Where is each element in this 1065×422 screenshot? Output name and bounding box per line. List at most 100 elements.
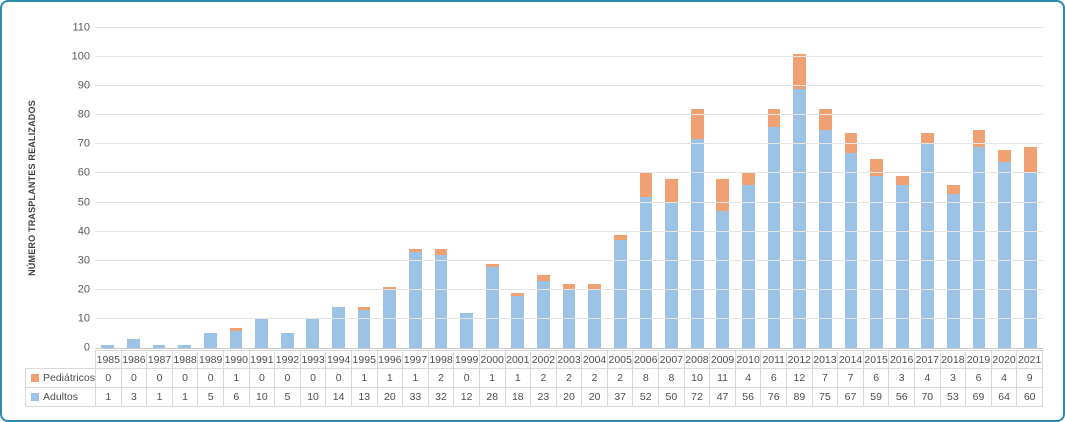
- year-label: 2005: [606, 350, 634, 369]
- bar-segment-adultos: [357, 310, 371, 348]
- table-cell: 3: [888, 368, 915, 388]
- year-label: 1995: [350, 350, 378, 369]
- year-label: 2015: [862, 350, 890, 369]
- bar-segment-pediatricos: [716, 179, 730, 212]
- bar-segment-pediatricos: [844, 132, 858, 154]
- year-label: 1989: [197, 350, 224, 369]
- table-cell: 4: [734, 368, 762, 388]
- y-tick-label: 70: [77, 137, 90, 150]
- year-label: 2008: [683, 350, 711, 369]
- bar-column-1995: [351, 28, 377, 348]
- table-cell: 56: [734, 387, 762, 407]
- bar-segment-adultos: [767, 126, 781, 348]
- bar-segment-adultos: [716, 211, 730, 348]
- year-label: 2011: [760, 350, 788, 369]
- gridline: [95, 114, 1043, 116]
- bar-segment-adultos: [255, 318, 268, 348]
- table-cell: 23: [530, 387, 557, 407]
- table-cell: 10: [683, 368, 711, 388]
- bar-column-2004: [582, 28, 608, 348]
- table-cell: 53: [939, 387, 967, 407]
- table-cell: 0: [197, 368, 224, 388]
- bar-segment-pediatricos: [947, 185, 960, 194]
- year-label: 1988: [171, 350, 199, 369]
- y-axis-tick-labels: 0 10 20 30 40 50 60 70 80 90 100 110: [42, 22, 90, 353]
- bar-segment-pediatricos: [972, 129, 986, 148]
- table-cell: 1: [146, 387, 173, 407]
- bar-segment-adultos: [947, 193, 960, 348]
- table-cell: 5: [274, 387, 301, 407]
- table-cell: 0: [171, 368, 199, 388]
- year-label: 2006: [632, 350, 660, 369]
- bar-column-2012: [787, 28, 813, 348]
- bar-column-1997: [403, 28, 429, 348]
- bar-segment-adultos: [1023, 173, 1037, 348]
- row-header-adultos: Adultos: [25, 387, 96, 407]
- bar-column-2021: [1018, 28, 1044, 348]
- table-cell: 20: [376, 387, 404, 407]
- table-cell: 0: [120, 368, 148, 388]
- year-label: 2002: [530, 350, 557, 369]
- table-cell: 28: [478, 387, 506, 407]
- bar-segment-adultos: [332, 307, 345, 348]
- bar-column-2015: [864, 28, 890, 348]
- table-cell: 1: [504, 368, 532, 388]
- data-table: 1985 1986 1987 1988 1989 1990 1991 1992 1993 1994…: [25, 350, 1043, 407]
- bar-segment-pediatricos: [383, 286, 397, 290]
- table-cell: 13: [350, 387, 378, 407]
- year-label: 2001: [504, 350, 532, 369]
- bar-column-2010: [736, 28, 762, 348]
- table-cell: 0: [453, 368, 480, 388]
- table-cell: 3: [120, 387, 148, 407]
- table-cell: 0: [248, 368, 276, 388]
- table-cell: 10: [299, 387, 327, 407]
- table-cell: 5: [197, 387, 224, 407]
- series-name: Pediátricos: [43, 372, 95, 384]
- bar-segment-adultos: [537, 281, 550, 348]
- bar-segment-adultos: [742, 185, 755, 348]
- bar-segment-adultos: [178, 345, 192, 348]
- bar-segment-adultos: [639, 196, 653, 348]
- bar-segment-adultos: [613, 240, 627, 348]
- table-cell: 6: [862, 368, 890, 388]
- bar-column-2017: [915, 28, 941, 348]
- table-cell: 33: [402, 387, 429, 407]
- year-label: 1999: [453, 350, 480, 369]
- y-tick-label: 60: [77, 166, 90, 179]
- year-label: 2014: [837, 350, 864, 369]
- table-cell: 60: [1016, 387, 1043, 407]
- bar-segment-adultos: [921, 144, 935, 348]
- bar-segment-pediatricos: [613, 234, 627, 241]
- bar-segment-pediatricos: [818, 109, 832, 130]
- bar-segment-pediatricos: [639, 173, 653, 197]
- table-cell: 2: [581, 368, 608, 388]
- table-cell: 8: [658, 368, 685, 388]
- bar-column-2007: [659, 28, 685, 348]
- bar-segment-adultos: [229, 330, 243, 348]
- table-cell: 6: [965, 368, 992, 388]
- year-label: 2000: [478, 350, 506, 369]
- table-cell: 20: [581, 387, 608, 407]
- bar-segment-adultos: [793, 89, 807, 348]
- table-cell: 2: [530, 368, 557, 388]
- year-label: 2018: [939, 350, 967, 369]
- bar-segment-pediatricos: [895, 176, 909, 186]
- year-label: 2012: [786, 350, 813, 369]
- bar-segment-pediatricos: [511, 292, 525, 296]
- table-cell: 70: [914, 387, 941, 407]
- year-label: 2010: [734, 350, 762, 369]
- y-tick-label: 0: [83, 341, 90, 354]
- table-cell: 47: [709, 387, 736, 407]
- bar-segment-adultos: [972, 147, 986, 348]
- year-label: 1997: [402, 350, 429, 369]
- bar-segment-pediatricos: [921, 132, 935, 145]
- y-tick-label: 30: [77, 254, 90, 267]
- row-header-pediatricos: Pediátricos: [25, 368, 96, 388]
- bar-column-1996: [377, 28, 403, 348]
- legend-key-icon: [31, 393, 39, 401]
- bar-column-1991: [249, 28, 275, 348]
- table-cell: 1: [171, 387, 199, 407]
- bar-column-1999: [454, 28, 480, 348]
- bar-column-2020: [992, 28, 1018, 348]
